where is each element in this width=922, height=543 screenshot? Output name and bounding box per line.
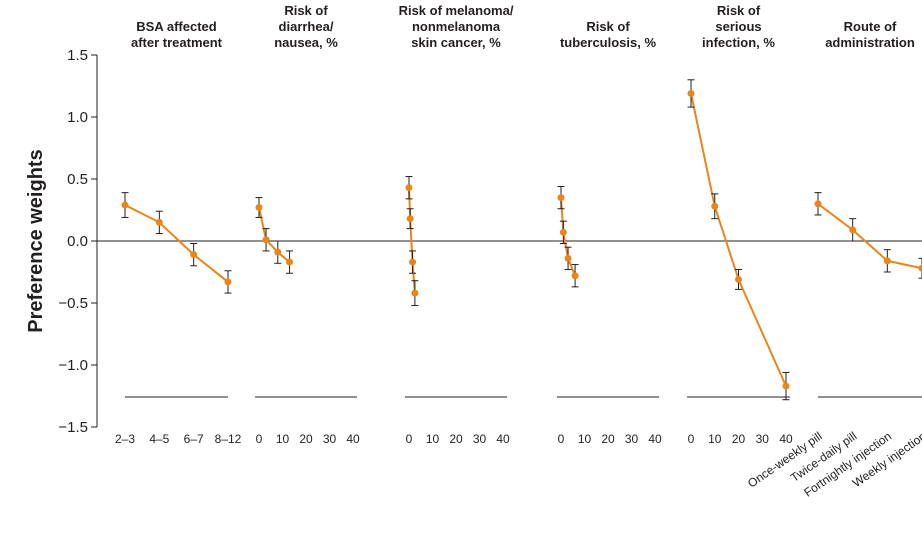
data-point [224, 278, 232, 286]
x-tick-label: 30 [756, 432, 770, 446]
panel-title-line: nonmelanoma [412, 19, 501, 34]
x-tick-label: 20 [299, 432, 313, 446]
panel-title-line: serious [715, 19, 761, 34]
data-point [711, 202, 719, 210]
x-tick-label: 2–3 [115, 432, 135, 446]
panel-title-line: after treatment [131, 35, 223, 50]
x-tick-label: 30 [473, 432, 487, 446]
x-tick-label: 0 [406, 432, 413, 446]
data-point [190, 251, 198, 259]
y-tick-label: −1.0 [58, 357, 88, 374]
series-line [124, 204, 229, 283]
x-tick-label: 40 [779, 432, 793, 446]
data-point [286, 258, 294, 266]
data-point [687, 89, 695, 97]
x-tick-label: 20 [449, 432, 463, 446]
x-tick-label: 8–12 [215, 432, 242, 446]
x-tick-label: 40 [346, 432, 360, 446]
panel-title-line: Risk of [586, 19, 630, 34]
panel-title-line: Risk of melanoma/ [399, 3, 514, 18]
panel-title-line: nausea, % [274, 35, 338, 50]
series-line [258, 207, 291, 263]
x-tick-label: 0 [558, 432, 565, 446]
y-axis-title: Preference weights [25, 149, 47, 332]
x-tick-label: 30 [625, 432, 639, 446]
panel-title-line: diarrhea/ [279, 19, 334, 34]
data-point [564, 254, 572, 262]
panel-title-line: tuberculosis, % [560, 35, 657, 50]
panel-title-line: skin cancer, % [411, 35, 501, 50]
x-tick-label: 6–7 [184, 432, 204, 446]
data-point [849, 226, 857, 234]
y-tick-label: −1.5 [58, 419, 88, 436]
x-tick-label: 0 [256, 432, 263, 446]
x-tick-label: 10 [426, 432, 440, 446]
data-point [782, 382, 790, 390]
panel-title-line: infection, % [702, 35, 775, 50]
y-tick-label: 0.5 [67, 171, 88, 188]
data-point [409, 258, 417, 266]
data-point [274, 248, 282, 256]
data-point [405, 184, 413, 192]
y-tick-label: 1.0 [67, 109, 88, 126]
data-point [571, 272, 579, 280]
y-tick-label: −0.5 [58, 295, 88, 312]
panel-title-line: Risk of [284, 3, 328, 18]
x-tick-label: 20 [732, 432, 746, 446]
series-line [690, 93, 787, 387]
series-line [560, 197, 577, 277]
series-line [817, 203, 922, 270]
x-tick-label: 20 [601, 432, 615, 446]
y-ticks: 1.5 1.0 0.5 0.0 −0.5 −1.0 −1.5 [58, 47, 97, 436]
data-point [814, 200, 822, 208]
x-tick-label: 10 [276, 432, 290, 446]
y-axis: 1.5 1.0 0.5 0.0 −0.5 −1.0 −1.5 Preference weig… [25, 47, 98, 436]
data-point [406, 215, 414, 223]
data-point [735, 275, 742, 283]
data-point [918, 264, 922, 272]
panel-title-line: administration [825, 35, 915, 50]
panel-title-line: Risk of [717, 3, 761, 18]
data-point [121, 201, 129, 209]
data-point [155, 218, 163, 226]
x-tick-label: 10 [708, 432, 722, 446]
x-tick-label: 10 [578, 432, 592, 446]
data-point [262, 236, 270, 244]
data-point [883, 257, 891, 265]
x-tick-label: 0 [688, 432, 695, 446]
y-tick-label: 0.0 [67, 233, 88, 250]
panel-title-line: Route of [844, 19, 897, 34]
x-tick-label: 40 [496, 432, 510, 446]
panel-title-line: BSA affected [136, 19, 216, 34]
y-tick-label: 1.5 [67, 47, 88, 64]
data-point [557, 194, 565, 202]
data-point [255, 204, 263, 212]
series-line [408, 187, 416, 294]
x-tick-label: 30 [323, 432, 337, 446]
data-point [411, 289, 419, 297]
x-tick-label: 4–5 [149, 432, 169, 446]
x-tick-label: 40 [648, 432, 662, 446]
data-point [559, 228, 567, 236]
